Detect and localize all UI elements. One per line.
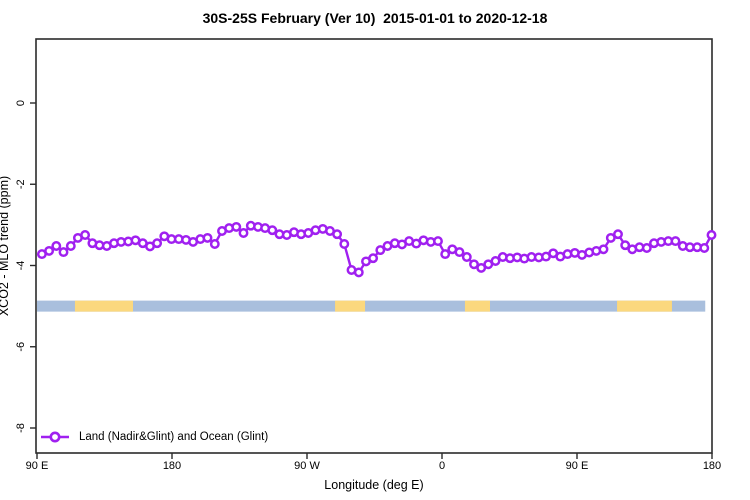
data-point (58, 247, 69, 258)
data-point (51, 241, 62, 251)
y-tick-label: -6 (15, 342, 27, 352)
data-point (339, 239, 350, 249)
land-band-segment (464, 300, 490, 312)
x-tick-label: 90 W (294, 460, 320, 472)
y-tick-label: -4 (15, 261, 27, 271)
chart-title: 30S-25S February (Ver 10) 2015-01-01 to … (202, 10, 548, 26)
x-tick-label: 180 (163, 460, 181, 472)
data-point (605, 232, 616, 243)
y-tick-label: -8 (15, 423, 27, 433)
data-point (332, 229, 343, 240)
plot-border (35, 38, 713, 454)
data-point (80, 230, 91, 240)
data-point (202, 232, 213, 243)
data-point (368, 253, 379, 264)
data-point (461, 252, 472, 262)
data-point (65, 241, 76, 251)
data-point (454, 247, 465, 258)
data-point (433, 236, 443, 247)
y-tick-label: -2 (15, 179, 27, 189)
data-point (490, 256, 501, 266)
data-point (699, 243, 710, 253)
data-point (231, 221, 242, 232)
land-band-segment (74, 300, 133, 312)
x-tick-label: 0 (439, 460, 445, 472)
data-point (670, 236, 681, 247)
data-point (613, 229, 623, 240)
data-point (353, 267, 364, 278)
y-axis-label: XCO2 - MLO trend (ppm) (0, 175, 11, 317)
legend-label: Land (Nadir&Glint) and Ocean (Glint) (79, 431, 269, 443)
data-point (440, 249, 451, 260)
data-point (209, 239, 220, 249)
x-axis-label: Longitude (deg E) (324, 478, 424, 492)
data-point (375, 245, 386, 256)
x-tick-label: 90 E (566, 460, 589, 472)
legend-line-marker-icon (41, 431, 69, 443)
legend: Land (Nadir&Glint) and Ocean (Glint) (39, 428, 268, 446)
data-point (44, 245, 55, 256)
y-tick-label: 0 (15, 100, 27, 106)
data-point (238, 228, 249, 238)
land-band-segment (617, 300, 672, 312)
data-point (706, 230, 717, 240)
x-tick-label: 90 E (26, 460, 49, 472)
x-tick-label: 180 (703, 460, 721, 472)
land-band-segment (335, 300, 366, 312)
data-point (620, 240, 631, 251)
data-point (598, 244, 609, 255)
ocean-band (37, 300, 706, 312)
data-point (152, 238, 163, 249)
data-point (476, 262, 487, 273)
data-point (267, 225, 278, 236)
data-point (469, 259, 479, 270)
data-point (641, 243, 652, 253)
